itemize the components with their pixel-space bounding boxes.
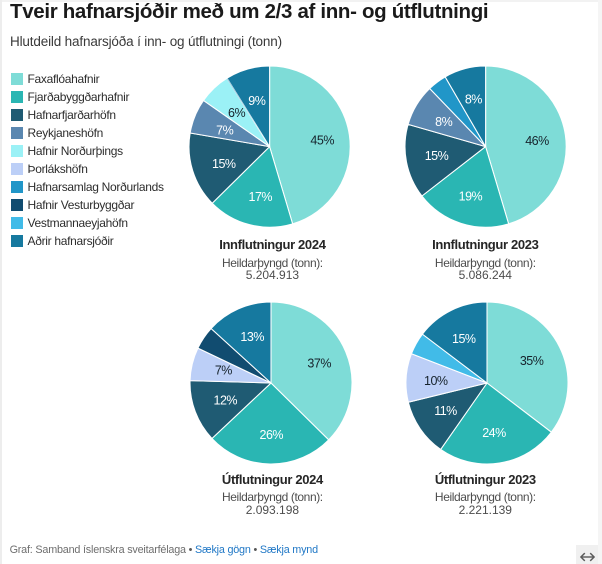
svg-text:45%: 45% (310, 134, 334, 148)
svg-text:9%: 9% (248, 94, 265, 108)
svg-text:26%: 26% (260, 428, 284, 442)
svg-text:46%: 46% (525, 134, 549, 148)
svg-text:19%: 19% (459, 190, 483, 204)
svg-text:11%: 11% (434, 404, 457, 418)
svg-text:35%: 35% (520, 354, 544, 368)
svg-text:8%: 8% (435, 115, 452, 129)
svg-text:8%: 8% (465, 93, 482, 107)
svg-text:15%: 15% (452, 332, 476, 346)
svg-text:10%: 10% (424, 374, 448, 388)
svg-text:15%: 15% (212, 157, 236, 171)
svg-text:24%: 24% (482, 426, 506, 440)
svg-text:17%: 17% (249, 190, 273, 204)
svg-text:13%: 13% (240, 330, 264, 344)
svg-text:7%: 7% (215, 363, 232, 377)
svg-text:7%: 7% (216, 123, 233, 137)
svg-text:15%: 15% (425, 149, 449, 163)
svg-text:37%: 37% (307, 357, 331, 371)
svg-text:12%: 12% (214, 394, 238, 408)
svg-text:6%: 6% (228, 106, 245, 120)
